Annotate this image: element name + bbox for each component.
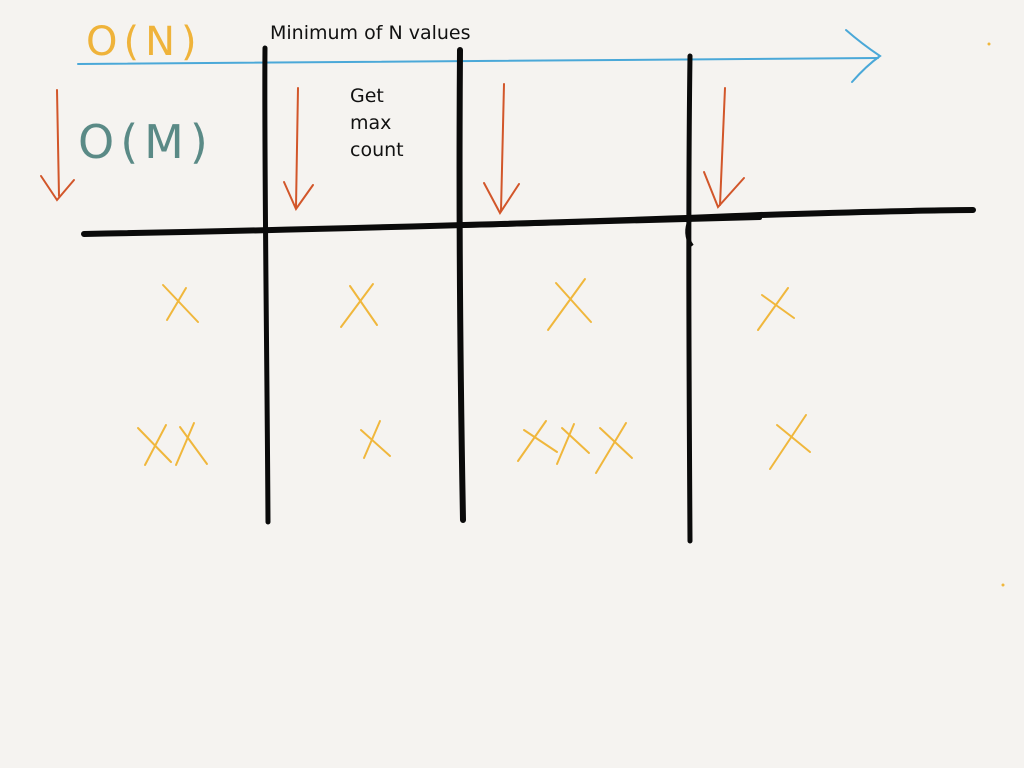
note-line-2: max [350, 112, 392, 134]
vertical-arrow-left [40, 89, 75, 202]
top-label: Minimum of N values [270, 22, 471, 44]
column-arrow-2 [483, 83, 520, 215]
side-note: Get max count [350, 83, 404, 164]
horizontal-complexity-label: O(N) [86, 19, 203, 65]
stray-dot [1001, 583, 1005, 587]
vertical-complexity-label: O(M) [78, 115, 214, 169]
note-line-1: Get [350, 85, 384, 107]
vertical-divider-1 [262, 45, 271, 525]
mark [547, 278, 592, 331]
column-arrow-1 [283, 87, 314, 212]
mark [175, 422, 208, 466]
mark [769, 414, 811, 470]
row-2-marks [137, 414, 811, 474]
mark [757, 287, 795, 331]
mark [162, 284, 199, 323]
mark [360, 420, 391, 459]
mark [595, 422, 633, 474]
horizontal-divider [81, 207, 976, 237]
column-arrow-3 [703, 87, 745, 209]
mark [340, 283, 378, 328]
vertical-divider-2 [456, 47, 466, 523]
horizontal-arrow [77, 29, 882, 83]
stray-dot [987, 42, 991, 46]
note-line-3: count [350, 139, 404, 161]
mark [556, 423, 590, 465]
mark [517, 420, 558, 462]
mark [137, 424, 172, 466]
vertical-divider-3 [686, 53, 693, 544]
row-1-marks [162, 278, 795, 331]
